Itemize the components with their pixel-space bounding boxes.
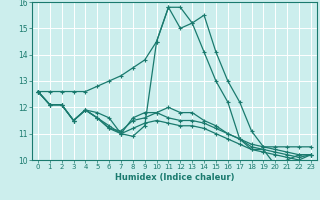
X-axis label: Humidex (Indice chaleur): Humidex (Indice chaleur) [115,173,234,182]
